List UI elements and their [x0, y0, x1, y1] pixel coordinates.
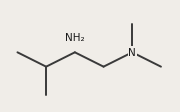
Text: N: N: [128, 48, 136, 58]
Text: NH₂: NH₂: [65, 32, 85, 42]
